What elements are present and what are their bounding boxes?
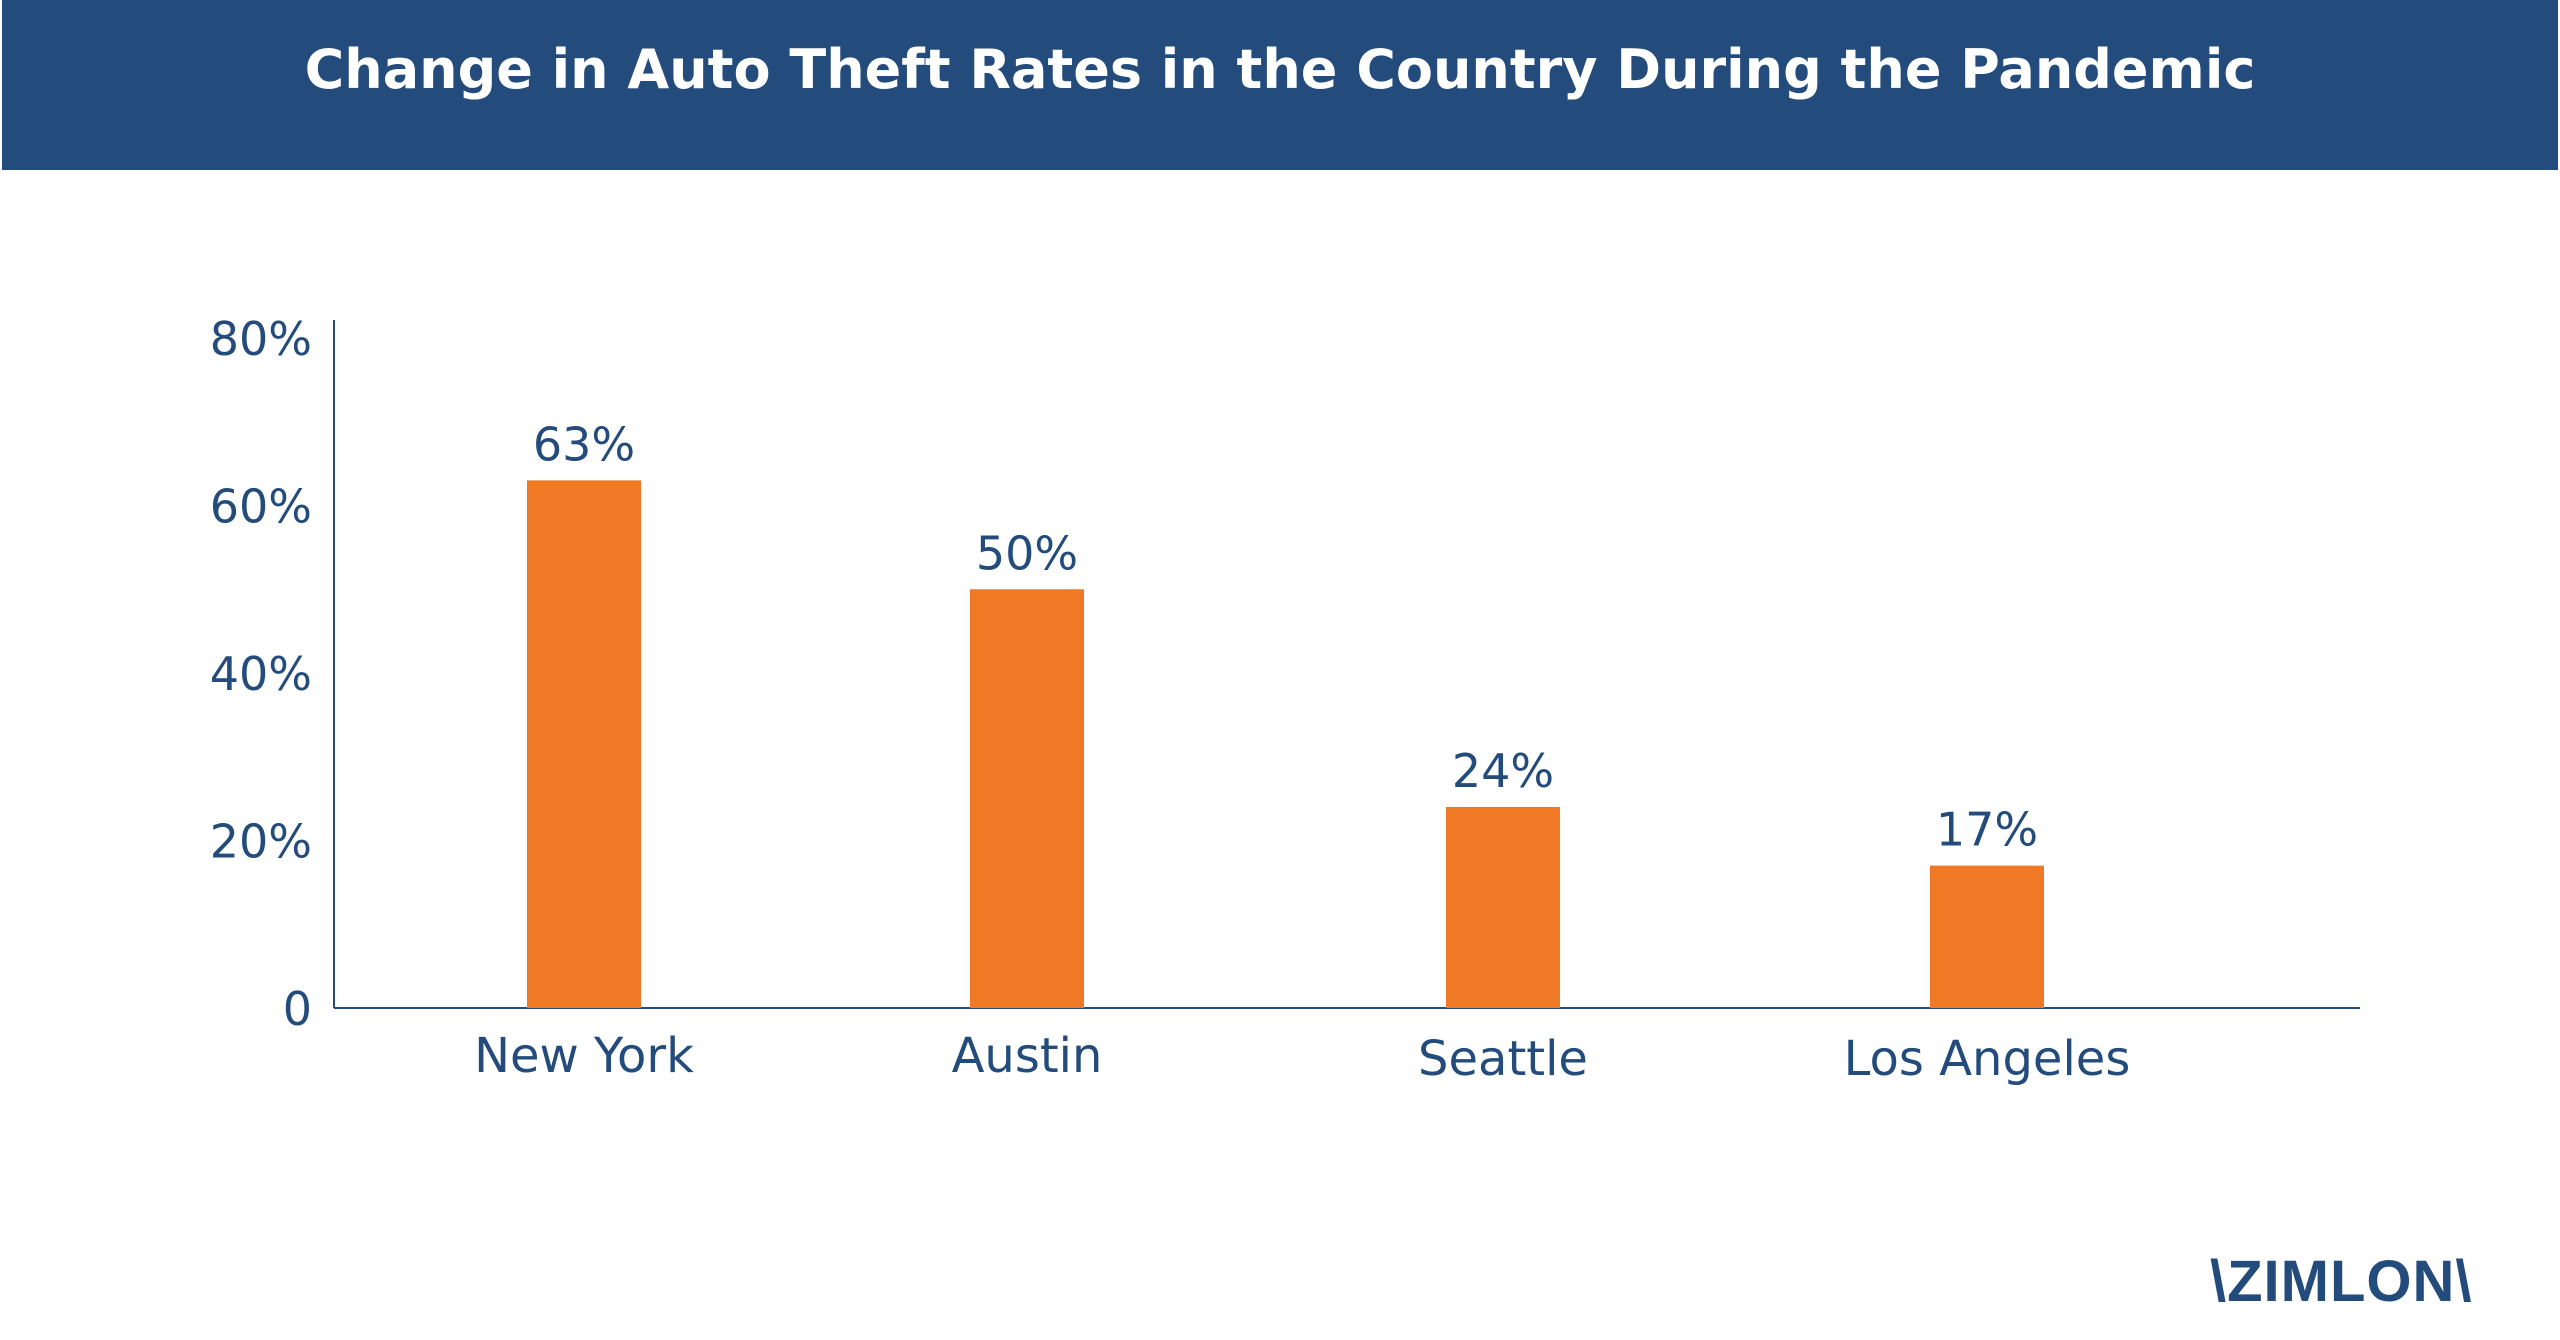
y-tick-label: 20% — [210, 815, 312, 869]
y-tick-label: 40% — [210, 647, 312, 701]
y-axis: 0 20% 40% 60% 80% — [210, 312, 335, 1036]
data-labels: 63% 50% 24% 17% — [533, 417, 2038, 856]
data-label: 17% — [1936, 803, 2038, 857]
data-label: 63% — [533, 417, 635, 471]
x-tick-label: Seattle — [1418, 1031, 1588, 1087]
chart-title: Change in Auto Theft Rates in the Countr… — [304, 37, 2256, 101]
y-tick-label: 80% — [210, 312, 312, 366]
bar-austin — [970, 589, 1084, 1008]
x-tick-label: New York — [474, 1028, 694, 1084]
title-banner: Change in Auto Theft Rates in the Countr… — [2, 0, 2558, 170]
data-label: 50% — [976, 526, 1078, 580]
bar-los-angeles — [1930, 865, 2044, 1008]
y-tick-label: 60% — [210, 480, 312, 534]
data-label: 24% — [1452, 744, 1554, 798]
logo-wordmark: \ZIMLON\ — [2210, 1249, 2473, 1314]
bars — [527, 480, 2044, 1008]
x-tick-label: Austin — [952, 1028, 1103, 1084]
zimlon-logo: \ZIMLON\ — [2210, 1248, 2510, 1318]
x-axis: New York Austin Seattle Los Angeles — [334, 1007, 2360, 1087]
bar-new-york — [527, 480, 641, 1008]
bar-seattle — [1446, 807, 1560, 1008]
y-tick-label: 0 — [283, 982, 312, 1036]
x-tick-label: Los Angeles — [1844, 1031, 2131, 1087]
